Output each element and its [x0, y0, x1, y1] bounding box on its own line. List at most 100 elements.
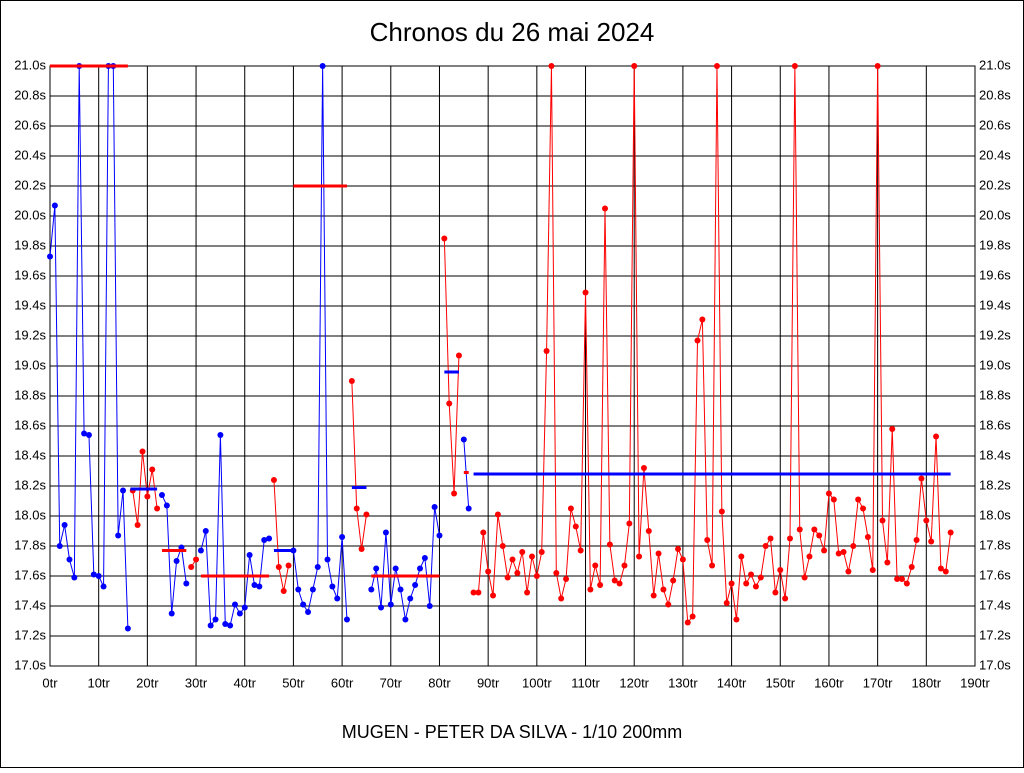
lap-point — [207, 622, 214, 629]
lap-point — [879, 517, 886, 524]
lap-point — [85, 432, 92, 438]
lap-point — [460, 436, 467, 443]
x-tick-label: 70tr — [380, 675, 403, 690]
x-tick-label: 100tr — [522, 675, 552, 690]
lap-point — [266, 535, 273, 542]
y-tick-label: 18.6s — [14, 417, 46, 432]
lap-point — [392, 565, 399, 572]
y-tick-label: 21.0s — [14, 57, 46, 72]
y-tick-label: 17.0s — [14, 657, 46, 672]
lap-point — [139, 448, 146, 455]
lap-point — [738, 553, 745, 560]
y-tick-label: 19.4s — [14, 297, 46, 312]
lap-point — [528, 553, 535, 560]
lap-point — [470, 589, 477, 596]
y2-tick-label: 17.2s — [979, 627, 1011, 642]
series-line — [443, 238, 460, 494]
lap-point — [407, 595, 414, 602]
lap-point — [295, 586, 302, 593]
lap-point — [602, 205, 608, 212]
y-tick-label: 18.8s — [14, 387, 46, 402]
lap-point — [864, 534, 871, 540]
lap-point — [752, 583, 759, 590]
lap-point — [144, 493, 151, 500]
lap-point — [933, 433, 940, 440]
lap-point — [840, 549, 847, 555]
lap-point — [193, 556, 200, 563]
y-tick-label: 20.4s — [14, 147, 46, 162]
lap-point — [305, 609, 312, 615]
lap-point — [256, 583, 263, 590]
lap-point — [767, 535, 774, 542]
y-tick-label: 19.2s — [14, 327, 46, 342]
lap-point — [908, 564, 915, 570]
lap-point — [913, 537, 920, 543]
lap-point — [499, 543, 506, 549]
lap-point — [611, 577, 618, 584]
lap-point — [61, 522, 68, 528]
lap-point — [791, 63, 798, 69]
lap-point — [563, 576, 570, 582]
y2-tick-label: 18.4s — [979, 447, 1011, 462]
x-axis-label: MUGEN - PETER DA SILVA - 1/10 200mm — [342, 722, 682, 742]
y2-tick-label: 19.4s — [979, 297, 1011, 312]
lap-point — [158, 492, 165, 498]
x-tick-label: 10tr — [87, 675, 110, 690]
lap-point — [587, 586, 594, 593]
lap-point — [928, 538, 935, 545]
lap-point — [519, 549, 526, 555]
lap-point — [689, 613, 696, 620]
lap-point — [543, 348, 550, 354]
lap-point — [348, 378, 355, 384]
lap-point — [421, 555, 428, 561]
lap-point — [757, 574, 764, 581]
lap-point — [246, 552, 253, 558]
lap-point — [81, 430, 88, 437]
lap-point — [733, 616, 740, 623]
lap-point — [202, 528, 209, 534]
lap-point — [670, 577, 677, 584]
lap-point — [748, 571, 755, 578]
lap-point — [830, 496, 837, 503]
y2-tick-label: 21.0s — [979, 57, 1011, 72]
lap-point — [494, 511, 501, 518]
lap-point — [796, 526, 803, 533]
lap-point — [650, 592, 657, 599]
x-tick-label: 0tr — [42, 675, 58, 690]
series-line — [132, 451, 158, 526]
lap-point — [451, 490, 458, 497]
lap-point — [801, 574, 808, 581]
lap-point — [713, 63, 720, 69]
lap-point — [431, 504, 438, 510]
lap-point — [675, 546, 682, 552]
lap-point — [270, 477, 277, 483]
lap-point — [197, 547, 204, 554]
x-tick-label: 160tr — [814, 675, 844, 690]
x-tick-label: 50tr — [282, 675, 305, 690]
lap-point — [509, 556, 516, 563]
y2-tick-label: 17.4s — [979, 597, 1011, 612]
lap-point — [227, 622, 234, 629]
x-tick-label: 140tr — [717, 675, 747, 690]
x-tick-label: 40tr — [234, 675, 257, 690]
lap-point — [524, 589, 531, 596]
x-tick-label: 30tr — [185, 675, 208, 690]
lap-point — [816, 532, 823, 539]
lap-point — [446, 400, 453, 407]
lap-point — [874, 63, 881, 69]
lap-point — [134, 522, 141, 528]
lap-point — [894, 576, 901, 582]
lap-point — [835, 550, 842, 557]
lap-point — [548, 63, 555, 69]
lap-point — [183, 580, 190, 587]
y2-tick-label: 17.6s — [979, 567, 1011, 582]
lap-point — [631, 63, 638, 69]
lap-point — [173, 558, 180, 564]
y-tick-label: 17.2s — [14, 627, 46, 642]
lap-point — [71, 574, 78, 581]
lap-point — [903, 580, 910, 587]
lap-point — [660, 586, 667, 593]
y-tick-label: 17.4s — [14, 597, 46, 612]
